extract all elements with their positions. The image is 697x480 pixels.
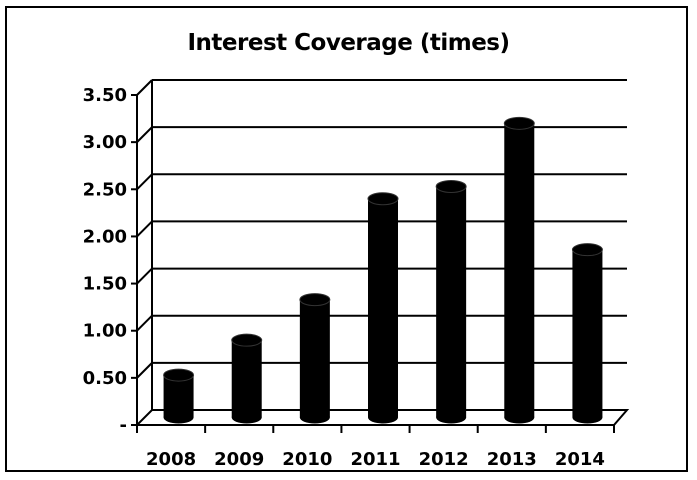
bar-top: [163, 368, 195, 382]
gridline-depth: [136, 362, 153, 379]
gridline-depth: [136, 79, 153, 96]
chart-title: Interest Coverage (times): [187, 30, 510, 56]
bar-top: [299, 293, 331, 307]
x-tick-label: 2010: [282, 449, 332, 470]
gridline-depth: [136, 220, 153, 238]
bar-base: [504, 411, 535, 424]
x-tick-label: 2011: [350, 449, 400, 470]
x-tick-label: 2012: [419, 449, 469, 470]
gridline-depth: [136, 267, 153, 285]
bar-base: [231, 411, 262, 424]
y-tick-label: -: [120, 415, 127, 436]
y-tick-label: 1.50: [83, 274, 127, 295]
bar-base: [572, 411, 603, 424]
y-tick-label: 3.50: [83, 85, 127, 106]
bar: [299, 299, 330, 418]
gridline-depth: [136, 126, 153, 143]
bar-top: [571, 243, 603, 257]
bar-base: [436, 411, 467, 424]
bar-top: [367, 192, 399, 206]
bar-top: [231, 333, 263, 347]
x-tick-label: 2014: [555, 449, 605, 470]
y-tick-label: 2.00: [83, 226, 127, 247]
bar-top: [503, 116, 535, 130]
y-tick-label: 3.00: [83, 132, 127, 153]
x-tick-label: 2013: [487, 449, 537, 470]
gridline-depth: [136, 315, 153, 332]
y-tick-label: 2.50: [83, 179, 127, 200]
bar: [504, 123, 535, 418]
gridline-depth: [136, 173, 153, 190]
bar: [572, 249, 603, 418]
bar-base: [163, 411, 194, 424]
bar: [436, 186, 467, 418]
y-tick-label: 0.50: [83, 368, 127, 389]
bar-top: [435, 180, 467, 193]
bar: [368, 198, 398, 418]
bar: [163, 375, 194, 418]
x-tick-label: 2009: [214, 449, 264, 470]
y-tick-label: 1.00: [83, 321, 127, 342]
x-tick-label: 2008: [146, 449, 196, 470]
bar-base: [368, 411, 398, 424]
bar-base: [299, 411, 330, 424]
bar: [231, 340, 262, 418]
